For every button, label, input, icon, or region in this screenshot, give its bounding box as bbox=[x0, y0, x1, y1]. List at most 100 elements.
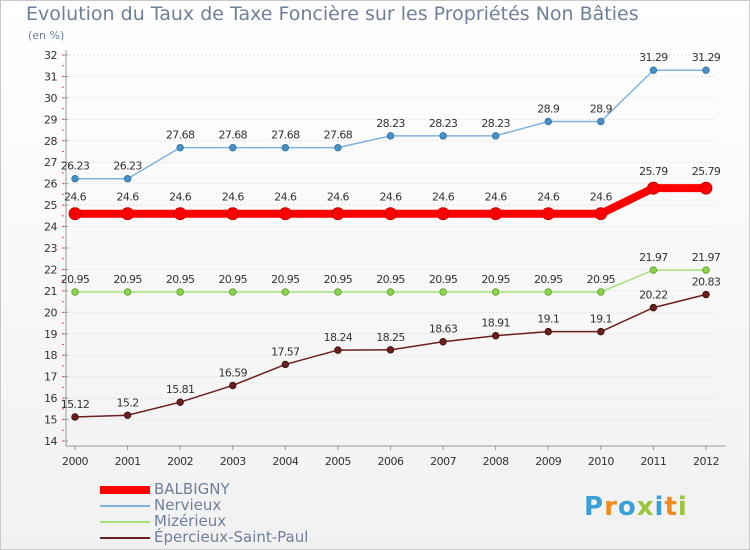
logo-letter: i bbox=[654, 492, 665, 522]
y-tick-label: 14 bbox=[44, 435, 57, 448]
data-point bbox=[597, 117, 605, 126]
data-point bbox=[226, 207, 240, 221]
data-label: 27.68 bbox=[324, 129, 353, 142]
data-label: 28.9 bbox=[590, 102, 613, 115]
data-point bbox=[491, 288, 500, 296]
legend-label: Épercieux-Saint-Paul bbox=[154, 528, 309, 546]
data-label: 19.1 bbox=[537, 313, 559, 326]
data-point bbox=[489, 207, 503, 221]
legend-label: Mizérieux bbox=[154, 512, 227, 530]
data-label: 20.95 bbox=[113, 273, 142, 286]
legend-swatch bbox=[100, 521, 150, 523]
logo-letter: r bbox=[604, 492, 618, 522]
data-label: 24.6 bbox=[379, 191, 402, 204]
x-tick-label: 2005 bbox=[325, 455, 351, 468]
data-label: 24.6 bbox=[222, 191, 245, 204]
data-label: 28.23 bbox=[376, 117, 405, 130]
y-tick-label: 27 bbox=[44, 156, 57, 169]
data-label: 25.79 bbox=[692, 165, 721, 178]
x-tick-label: 2001 bbox=[115, 455, 141, 468]
y-tick-label: 28 bbox=[44, 135, 57, 148]
data-label: 24.6 bbox=[64, 191, 87, 204]
line-chart: 14 15 16 17 18 19 20 21 22 23 24 25 26 27 28 29 30 31 32 20… bbox=[44, 49, 726, 468]
data-point bbox=[123, 175, 132, 183]
data-point bbox=[544, 327, 552, 336]
data-label: 20.95 bbox=[429, 273, 458, 286]
x-tick-label: 2004 bbox=[272, 455, 298, 468]
data-label: 24.6 bbox=[117, 191, 140, 204]
data-point bbox=[281, 288, 290, 296]
data-label: 21.97 bbox=[639, 251, 668, 264]
legend-swatch bbox=[100, 537, 150, 539]
data-point bbox=[281, 143, 290, 152]
data-label: 24.6 bbox=[327, 191, 350, 204]
data-label: 16.59 bbox=[219, 366, 248, 379]
logo-letter: P bbox=[584, 492, 605, 522]
data-point bbox=[386, 346, 395, 354]
y-tick-label: 31 bbox=[44, 70, 57, 83]
logo-letter: i bbox=[677, 492, 688, 522]
x-tick-label: 2003 bbox=[220, 455, 246, 468]
y-tick-label: 29 bbox=[44, 113, 57, 126]
data-label: 17.57 bbox=[271, 345, 300, 358]
x-tick-label: 2011 bbox=[640, 455, 666, 468]
data-label: 25.79 bbox=[639, 165, 668, 178]
data-label: 20.95 bbox=[219, 273, 248, 286]
data-point bbox=[71, 413, 79, 421]
data-label: 24.6 bbox=[485, 191, 508, 204]
data-label: 18.25 bbox=[376, 331, 405, 344]
y-tick-label: 26 bbox=[44, 178, 57, 191]
data-label: 24.6 bbox=[169, 191, 192, 204]
data-label: 28.23 bbox=[429, 117, 458, 130]
legend-label: BALBIGNY bbox=[154, 480, 230, 498]
data-point bbox=[229, 143, 237, 152]
data-point bbox=[439, 132, 447, 140]
data-point bbox=[544, 288, 552, 296]
data-label: 18.63 bbox=[429, 323, 458, 336]
data-label: 24.6 bbox=[432, 191, 455, 204]
chart-title: Evolution du Taux de Taxe Foncière sur l… bbox=[26, 3, 639, 25]
data-point bbox=[541, 207, 555, 221]
data-point bbox=[71, 288, 79, 296]
y-tick-label: 19 bbox=[44, 328, 57, 341]
data-point bbox=[699, 181, 713, 195]
data-point bbox=[334, 143, 342, 152]
data-point bbox=[123, 288, 132, 296]
data-label: 20.95 bbox=[271, 273, 300, 286]
data-label: 20.95 bbox=[481, 273, 510, 286]
data-label: 27.68 bbox=[271, 129, 300, 142]
data-point bbox=[491, 132, 500, 140]
data-point bbox=[176, 398, 184, 406]
data-point bbox=[649, 266, 658, 274]
data-point bbox=[702, 266, 710, 274]
data-point bbox=[702, 66, 710, 74]
data-point bbox=[386, 288, 395, 296]
data-label: 20.95 bbox=[587, 273, 616, 286]
data-point bbox=[597, 327, 605, 336]
y-tick-label: 18 bbox=[44, 349, 57, 362]
data-point bbox=[123, 411, 132, 419]
data-point bbox=[121, 207, 134, 221]
data-label: 20.95 bbox=[166, 273, 195, 286]
data-label: 21.97 bbox=[692, 251, 721, 264]
data-point bbox=[597, 288, 605, 296]
data-point bbox=[173, 207, 187, 221]
data-label: 15.12 bbox=[61, 398, 90, 411]
legend-swatch bbox=[100, 486, 150, 494]
data-label: 15.81 bbox=[166, 383, 195, 396]
data-label: 28.23 bbox=[481, 117, 510, 130]
data-point bbox=[71, 175, 79, 183]
data-label: 27.68 bbox=[166, 129, 195, 142]
data-point bbox=[229, 288, 237, 296]
data-point bbox=[176, 288, 184, 296]
data-label: 20.95 bbox=[324, 273, 353, 286]
x-tick-label: 2010 bbox=[588, 455, 614, 468]
data-point bbox=[384, 207, 397, 221]
y-tick-label: 24 bbox=[44, 221, 57, 234]
data-point bbox=[281, 360, 290, 369]
data-point bbox=[649, 303, 658, 312]
data-label: 19.1 bbox=[590, 313, 612, 326]
y-tick-label: 17 bbox=[44, 371, 57, 384]
data-label: 18.24 bbox=[324, 331, 353, 344]
x-tick-label: 2009 bbox=[535, 455, 561, 468]
